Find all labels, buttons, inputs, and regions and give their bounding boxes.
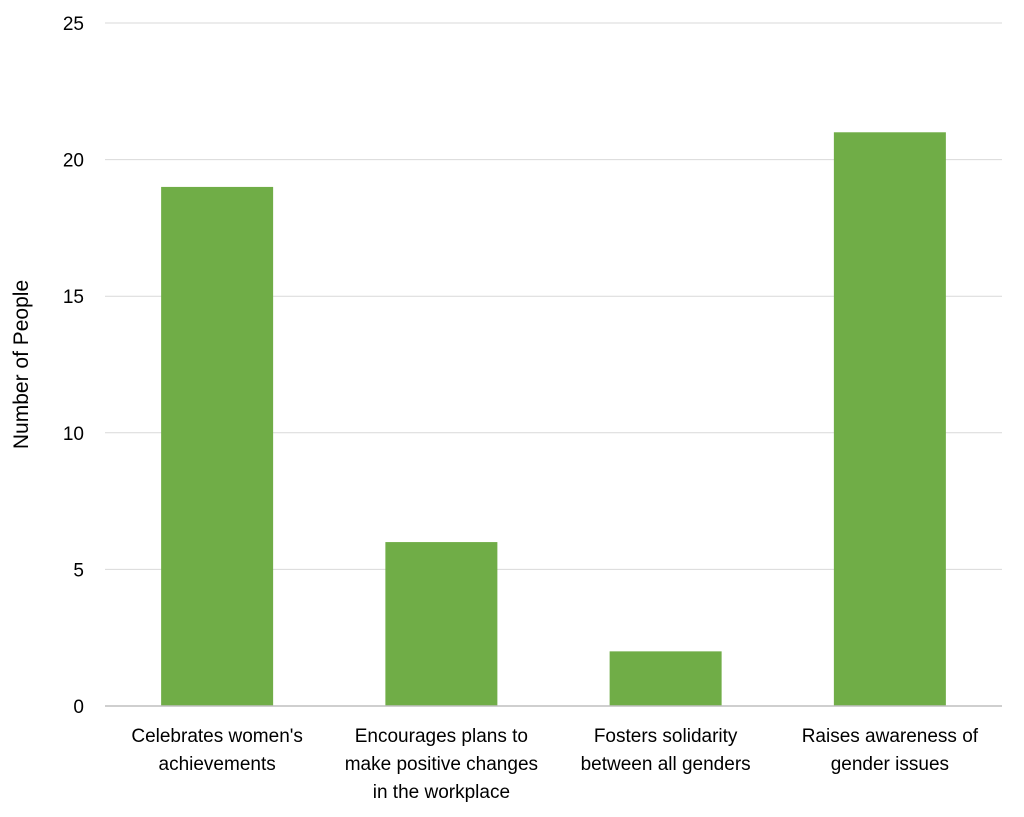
x-category-label-line: achievements (159, 754, 276, 775)
y-tick-labels: 0 5 10 15 20 25 (63, 14, 84, 718)
x-category-label-line: Raises awareness of (802, 726, 979, 747)
x-category-label-line: gender issues (831, 754, 949, 775)
y-tick-label: 25 (63, 14, 84, 35)
y-tick-label: 15 (63, 287, 84, 308)
x-category-label-line: between all genders (581, 754, 751, 775)
x-category-label-line: Fosters solidarity (594, 726, 738, 747)
bar (833, 132, 946, 706)
y-tick-label: 0 (73, 697, 84, 718)
x-category-label-line: Celebrates women's (131, 726, 303, 747)
bar (609, 651, 722, 706)
y-axis-title: Number of People (10, 280, 33, 449)
x-category-label: Raises awareness of gender issues (802, 726, 979, 775)
bars (161, 132, 946, 707)
x-category-label: Celebrates women's achievements (131, 726, 303, 775)
bar (385, 542, 498, 706)
x-category-label: Encourages plans to make positive changes… (345, 726, 538, 803)
x-category-label-line: in the workplace (373, 782, 510, 803)
bar (161, 186, 274, 707)
x-category-label-line: Encourages plans to (355, 726, 528, 747)
y-tick-label: 10 (63, 424, 84, 445)
x-category-label: Fosters solidarity between all genders (581, 726, 751, 775)
x-category-label-line: make positive changes (345, 754, 538, 775)
y-tick-label: 5 (73, 560, 84, 581)
x-category-labels: Celebrates women's achievements Encourages… (131, 726, 978, 803)
y-tick-label: 20 (63, 151, 84, 172)
